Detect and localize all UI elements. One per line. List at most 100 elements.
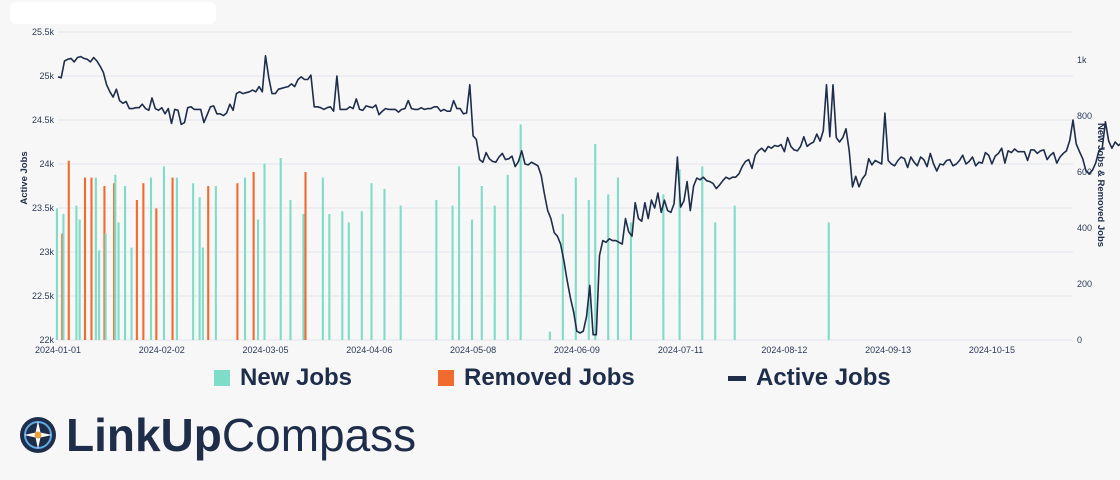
x-tick-label: 2024-09-13 [865, 345, 911, 355]
grid [58, 31, 1073, 341]
new-jobs-bar [360, 211, 363, 340]
active-jobs-line [57, 54, 1120, 336]
new-jobs-bar [198, 197, 201, 340]
brand-logo: LinkUp Compass [18, 409, 417, 461]
axis-ticks: 22k 22.5k 23k 23.5k 24k 24.5k 25k 25.5k 0 200 400 6… [32, 27, 1092, 355]
new-jobs-bar [279, 158, 282, 340]
removed-jobs-bar [113, 183, 116, 340]
new-jobs-bar [506, 174, 509, 340]
new-jobs-bar [94, 177, 97, 340]
redacted-header-box [10, 2, 216, 24]
new-jobs-bar [519, 124, 522, 341]
new-jobs-bar [370, 183, 373, 340]
y-right-tick-label: 800 [1077, 111, 1092, 121]
removed-jobs-bar [155, 208, 158, 340]
new-jobs-bar [587, 200, 590, 340]
new-jobs-bar [175, 177, 178, 340]
removed-jobs-bar [252, 172, 255, 340]
legend-new-jobs-label: New Jobs [240, 364, 353, 391]
y-left-tick-label: 25.5k [32, 27, 55, 37]
x-tick-label: 2024-04-06 [346, 345, 392, 355]
new-jobs-bar [629, 222, 632, 340]
y-right-tick-label: 200 [1077, 279, 1092, 289]
new-jobs-bar [347, 222, 350, 340]
new-jobs-bar [192, 183, 195, 340]
new-jobs-bar [214, 186, 217, 340]
new-jobs-bar [458, 166, 461, 340]
x-tick-label: 2024-10-15 [969, 345, 1015, 355]
legend-active-jobs[interactable]: Active Jobs [728, 364, 891, 392]
y-left-tick-label: 22k [39, 335, 54, 345]
y-right-tick-label: 400 [1077, 223, 1092, 233]
x-tick-label: 2024-06-09 [554, 345, 600, 355]
removed-jobs-swatch [438, 370, 454, 386]
chart: 22k 22.5k 23k 23.5k 24k 24.5k 25k 25.5k 0 200 400 6… [19, 27, 1120, 355]
new-jobs-bar [574, 177, 577, 340]
new-jobs-bar [714, 222, 717, 340]
x-tick-label: 2024-02-02 [139, 345, 185, 355]
new-jobs-bar [256, 219, 260, 340]
new-jobs-bar [114, 174, 117, 340]
removed-jobs-bar [103, 186, 106, 340]
new-jobs-bar [289, 200, 292, 340]
new-jobs-swatch [214, 370, 230, 386]
y-right-tick-label: 1k [1077, 55, 1087, 65]
new-jobs-bar [383, 188, 386, 340]
new-jobs-bar [493, 205, 496, 340]
new-jobs-bar [302, 214, 305, 340]
new-jobs-bar [662, 194, 665, 340]
active-jobs-line-group [57, 54, 1120, 336]
new-jobs-bar [607, 194, 610, 340]
new-jobs-bar [162, 166, 166, 340]
new-jobs-bar [55, 208, 58, 340]
new-jobs-bar [616, 177, 620, 340]
removed-jobs-bar [83, 177, 87, 340]
removed-jobs-bar [67, 160, 70, 340]
x-tick-label: 2024-07-11 [658, 345, 703, 355]
removed-jobs-bar [207, 186, 210, 340]
y-left-tick-label: 24.5k [32, 115, 55, 125]
y-left-tick-label: 23k [39, 247, 54, 257]
new-jobs-bar [62, 214, 65, 340]
legend: New Jobs Removed Jobs Active Jobs [0, 360, 1120, 400]
y-right-tick-label: 600 [1077, 167, 1092, 177]
new-jobs-bar [78, 219, 81, 340]
legend-active-jobs-label: Active Jobs [756, 364, 891, 391]
new-jobs-bar [130, 247, 133, 340]
y-right-axis-title: New Jobs & Removed Jobs [1095, 123, 1106, 247]
legend-new-jobs[interactable]: New Jobs [214, 364, 352, 392]
new-jobs-bar [451, 205, 454, 340]
brand-name-light: Compass [221, 409, 417, 461]
new-jobs-bar [435, 200, 438, 340]
new-jobs-bar [341, 211, 344, 340]
new-jobs-bar [117, 222, 120, 340]
compass-icon [20, 417, 56, 453]
new-jobs-bar [75, 205, 78, 340]
bars [55, 124, 830, 341]
new-jobs-bar [399, 205, 402, 340]
removed-jobs-bar [236, 183, 239, 340]
new-jobs-bar [321, 177, 324, 340]
new-jobs-bar [470, 219, 474, 340]
new-jobs-bar [243, 177, 247, 340]
new-jobs-bar [678, 169, 681, 340]
new-jobs-bar [480, 186, 483, 340]
removed-jobs-bar [171, 177, 174, 340]
removed-jobs-bar [142, 183, 145, 340]
x-tick-label: 2024-03-05 [243, 345, 289, 355]
new-jobs-bar [561, 214, 564, 340]
new-jobs-bar [548, 331, 551, 340]
removed-jobs-bar [90, 177, 93, 340]
new-jobs-bar [701, 166, 704, 340]
new-jobs-bar [149, 177, 153, 340]
new-jobs-bar [98, 250, 101, 340]
y-left-tick-label: 25k [39, 71, 54, 81]
new-jobs-bar [328, 214, 331, 340]
y-left-tick-label: 23.5k [32, 203, 55, 213]
x-tick-label: 2024-08-12 [761, 345, 807, 355]
legend-removed-jobs-label: Removed Jobs [464, 364, 635, 391]
new-jobs-bar [263, 163, 266, 340]
removed-jobs-bar [135, 200, 138, 340]
legend-removed-jobs[interactable]: Removed Jobs [438, 364, 635, 392]
new-jobs-bar [104, 233, 107, 340]
